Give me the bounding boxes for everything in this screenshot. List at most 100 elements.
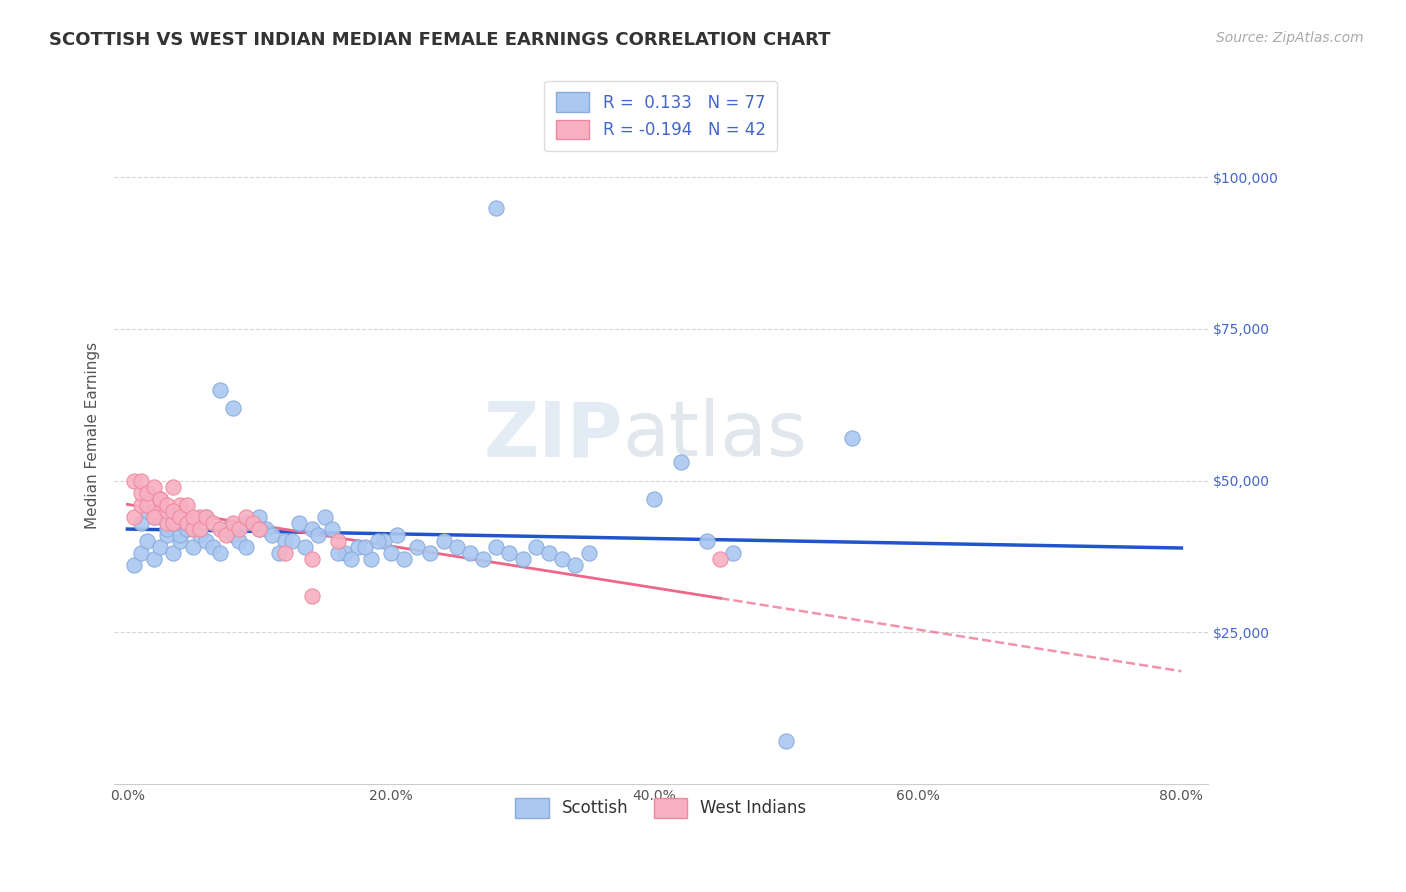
Point [294, 540, 316, 554]
Y-axis label: Median Female Earnings: Median Female Earnings [86, 342, 100, 529]
Point [181, 540, 204, 554]
Point [321, 522, 343, 536]
Point [129, 516, 152, 530]
Point [247, 509, 270, 524]
Point [242, 516, 264, 530]
Point [188, 522, 211, 536]
Point [262, 528, 284, 542]
Point [136, 498, 159, 512]
Point [242, 516, 264, 530]
Point [162, 546, 184, 560]
Point [524, 540, 547, 554]
Point [149, 491, 172, 506]
Legend: Scottish, West Indians: Scottish, West Indians [509, 791, 813, 824]
Point [156, 498, 179, 512]
Point [188, 509, 211, 524]
Point [162, 516, 184, 530]
Point [195, 509, 218, 524]
Point [578, 546, 600, 560]
Point [149, 509, 172, 524]
Point [340, 552, 363, 566]
Point [181, 509, 204, 524]
Point [709, 552, 731, 566]
Point [387, 528, 409, 542]
Point [254, 522, 277, 536]
Point [215, 522, 238, 536]
Point [512, 552, 534, 566]
Point [156, 504, 179, 518]
Point [353, 540, 375, 554]
Point [181, 516, 204, 530]
Point [156, 516, 179, 530]
Point [142, 504, 165, 518]
Point [129, 546, 152, 560]
Point [551, 552, 574, 566]
Point [235, 516, 257, 530]
Point [215, 528, 238, 542]
Point [208, 383, 231, 397]
Point [122, 558, 145, 573]
Point [228, 522, 250, 536]
Point [274, 546, 297, 560]
Point [485, 540, 508, 554]
Point [188, 528, 211, 542]
Point [485, 201, 508, 215]
Point [222, 401, 245, 415]
Point [498, 546, 520, 560]
Point [301, 589, 323, 603]
Point [380, 546, 402, 560]
Point [122, 474, 145, 488]
Point [537, 546, 560, 560]
Point [406, 540, 429, 554]
Point [201, 540, 224, 554]
Point [247, 522, 270, 536]
Point [195, 509, 218, 524]
Point [149, 491, 172, 506]
Point [136, 504, 159, 518]
Point [169, 534, 191, 549]
Point [228, 534, 250, 549]
Point [775, 734, 797, 748]
Point [287, 516, 309, 530]
Point [328, 546, 350, 560]
Point [281, 534, 304, 549]
Text: SCOTTISH VS WEST INDIAN MEDIAN FEMALE EARNINGS CORRELATION CHART: SCOTTISH VS WEST INDIAN MEDIAN FEMALE EA… [49, 31, 831, 49]
Point [267, 546, 290, 560]
Point [149, 540, 172, 554]
Point [156, 522, 179, 536]
Point [314, 509, 336, 524]
Text: Source: ZipAtlas.com: Source: ZipAtlas.com [1216, 31, 1364, 45]
Point [162, 504, 184, 518]
Point [129, 498, 152, 512]
Point [136, 485, 159, 500]
Point [841, 431, 863, 445]
Point [136, 534, 159, 549]
Point [142, 509, 165, 524]
Text: atlas: atlas [623, 398, 807, 472]
Point [367, 534, 389, 549]
Point [723, 546, 745, 560]
Point [149, 491, 172, 506]
Point [176, 522, 198, 536]
Point [176, 498, 198, 512]
Point [564, 558, 586, 573]
Point [142, 480, 165, 494]
Point [201, 516, 224, 530]
Point [392, 552, 415, 566]
Point [222, 528, 245, 542]
Point [176, 516, 198, 530]
Point [458, 546, 481, 560]
Point [162, 480, 184, 494]
Point [301, 522, 323, 536]
Point [669, 455, 692, 469]
Point [247, 522, 270, 536]
Point [222, 516, 245, 530]
Point [301, 552, 323, 566]
Point [142, 509, 165, 524]
Point [208, 546, 231, 560]
Point [446, 540, 468, 554]
Point [419, 546, 441, 560]
Point [274, 534, 297, 549]
Point [643, 491, 665, 506]
Point [169, 528, 191, 542]
